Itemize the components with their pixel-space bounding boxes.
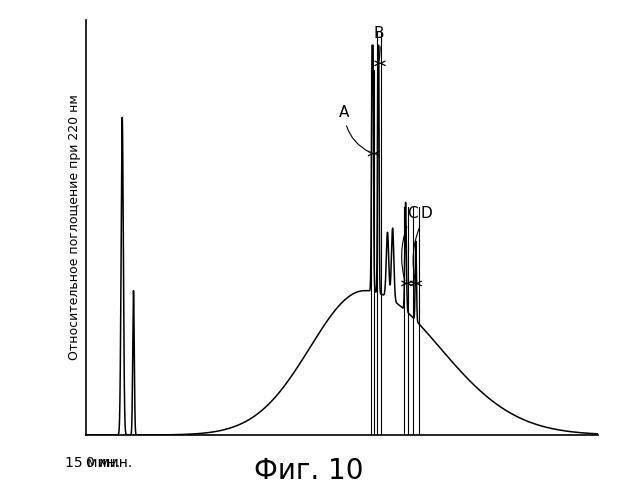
Text: Фиг. 10: Фиг. 10	[254, 457, 363, 485]
Text: 0 мин.: 0 мин.	[86, 456, 133, 470]
Y-axis label: Относительное поглощение при 220 нм: Относительное поглощение при 220 нм	[68, 94, 81, 360]
Text: B: B	[373, 26, 384, 60]
Text: C: C	[402, 206, 418, 281]
Text: D: D	[413, 206, 432, 281]
Text: 15 мин.: 15 мин.	[65, 456, 120, 470]
Text: A: A	[339, 106, 370, 152]
